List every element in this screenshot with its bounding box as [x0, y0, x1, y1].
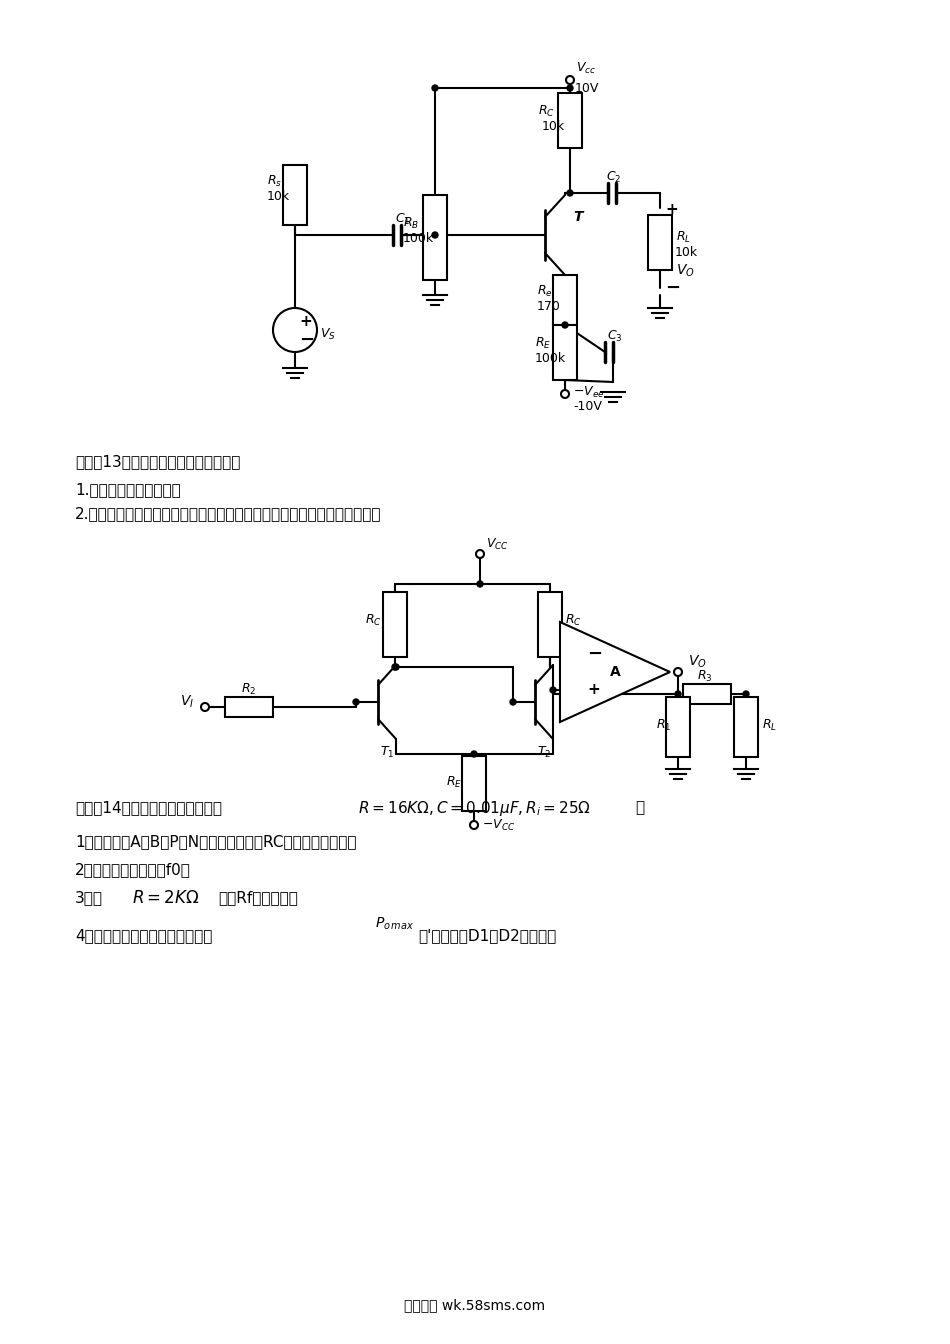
Text: 3．若: 3．若 — [75, 891, 103, 906]
Text: $T_2$: $T_2$ — [537, 745, 551, 759]
Bar — [225, 698, 273, 716]
Circle shape — [477, 581, 483, 587]
Bar — [462, 755, 486, 810]
Text: $C_1$: $C_1$ — [395, 211, 410, 227]
Text: 五八文库 wk.58sms.com: 五八文库 wk.58sms.com — [405, 1298, 545, 1312]
Text: 100k: 100k — [403, 233, 434, 246]
Circle shape — [567, 85, 573, 91]
Text: 。: 。 — [635, 801, 644, 816]
Bar — [538, 591, 562, 657]
Text: +: + — [665, 202, 677, 216]
Bar — [558, 93, 582, 148]
Text: A: A — [610, 665, 620, 679]
Bar — [648, 215, 672, 270]
Text: $R_C$: $R_C$ — [538, 103, 555, 118]
Text: −: − — [665, 280, 680, 297]
Text: $-V_{CC}$: $-V_{CC}$ — [482, 817, 515, 832]
Text: $-V_{ee}$: $-V_{ee}$ — [573, 384, 604, 399]
Text: −: − — [299, 331, 314, 349]
Text: $V_O$: $V_O$ — [676, 263, 694, 280]
Bar — [553, 276, 577, 325]
Circle shape — [510, 699, 516, 706]
Text: $R=16K\Omega,C=0.01\mu F,R_i=25\Omega$: $R=16K\Omega,C=0.01\mu F,R_i=25\Omega$ — [358, 798, 591, 817]
Text: $V_I$: $V_I$ — [180, 694, 194, 710]
Text: $R_E$: $R_E$ — [446, 774, 463, 789]
Text: 六、（14分）电路如图所示。已知: 六、（14分）电路如图所示。已知 — [75, 801, 222, 816]
Circle shape — [562, 323, 568, 328]
Text: 2．求电路的振荡频率f0；: 2．求电路的振荡频率f0； — [75, 863, 191, 878]
Text: 1．正确连接A、B、P、N四点，试之成为RC正弦波振荡电路；: 1．正确连接A、B、P、N四点，试之成为RC正弦波振荡电路； — [75, 835, 356, 849]
Circle shape — [392, 664, 398, 671]
Circle shape — [550, 687, 556, 694]
Bar — [383, 591, 407, 657]
Text: $V_{cc}$: $V_{cc}$ — [576, 60, 596, 75]
Circle shape — [743, 691, 749, 698]
Text: $R_B$: $R_B$ — [403, 215, 419, 231]
Text: 170: 170 — [537, 301, 560, 313]
Text: $R_3$: $R_3$ — [697, 668, 712, 684]
Text: −: − — [587, 645, 602, 663]
Text: $R_C$: $R_C$ — [565, 613, 581, 628]
Text: T: T — [573, 210, 582, 224]
Text: $R_1$: $R_1$ — [656, 718, 672, 732]
Text: $C_2$: $C_2$ — [606, 169, 621, 184]
Text: 五、（13分）电路如图所示，试回答：: 五、（13分）电路如图所示，试回答： — [75, 454, 240, 469]
Text: 100k: 100k — [535, 352, 566, 364]
Text: $P_{o\,max}$: $P_{o\,max}$ — [375, 915, 414, 931]
Text: -10V: -10V — [573, 399, 602, 413]
Text: $R_L$: $R_L$ — [762, 718, 777, 732]
Polygon shape — [560, 622, 670, 722]
Text: 10V: 10V — [575, 82, 599, 94]
Circle shape — [393, 664, 399, 671]
Text: $R_s$: $R_s$ — [267, 173, 282, 188]
Text: 10k: 10k — [542, 121, 565, 133]
Circle shape — [353, 699, 359, 706]
Text: 10k: 10k — [675, 246, 698, 259]
Bar — [423, 195, 447, 280]
Circle shape — [432, 233, 438, 238]
Bar — [734, 698, 758, 757]
Text: $T_1$: $T_1$ — [380, 745, 394, 759]
Text: 4．求理想情况下的最大输出功率: 4．求理想情况下的最大输出功率 — [75, 929, 213, 943]
Text: ＝'？并说明D1、D2的作用。: ＝'？并说明D1、D2的作用。 — [418, 929, 557, 943]
Text: $R_e$: $R_e$ — [537, 284, 553, 298]
Text: $R=2K\Omega$: $R=2K\Omega$ — [132, 888, 200, 907]
Text: ，求Rf的最小值。: ，求Rf的最小值。 — [218, 891, 298, 906]
Text: $C_3$: $C_3$ — [607, 328, 622, 344]
Text: $V_S$: $V_S$ — [320, 327, 336, 341]
Bar — [553, 325, 577, 380]
Text: $R_2$: $R_2$ — [241, 681, 256, 696]
Text: 10k: 10k — [267, 191, 290, 203]
Circle shape — [675, 691, 681, 698]
Bar — [683, 684, 731, 704]
Circle shape — [432, 85, 438, 91]
Bar — [666, 698, 690, 757]
Circle shape — [471, 751, 477, 757]
Text: $R_C$: $R_C$ — [365, 613, 382, 628]
Text: +: + — [587, 683, 599, 698]
Text: 2.若是负反馈，求在深度负反馈时的电压放大倍数、输入电阻和输出电阻。: 2.若是负反馈，求在深度负反馈时的电压放大倍数、输入电阻和输出电阻。 — [75, 507, 382, 521]
Circle shape — [567, 190, 573, 196]
Bar — [283, 165, 307, 224]
Text: $V_{CC}$: $V_{CC}$ — [486, 536, 509, 551]
Text: $R_L$: $R_L$ — [676, 230, 691, 245]
Text: $V_O$: $V_O$ — [688, 653, 707, 671]
Text: +: + — [299, 313, 312, 328]
Text: $R_E$: $R_E$ — [535, 336, 551, 351]
Text: 1.级间引入了何种反馈？: 1.级间引入了何种反馈？ — [75, 482, 180, 497]
